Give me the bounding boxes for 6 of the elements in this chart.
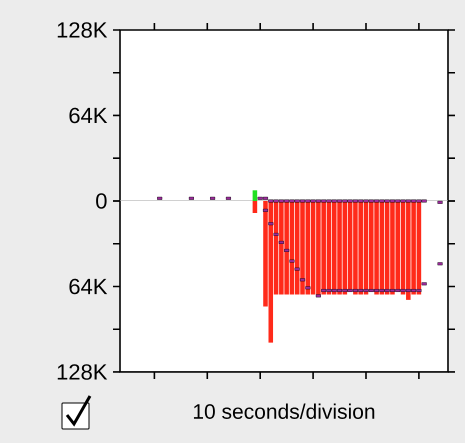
y-tick-label: 0 [96,193,107,209]
x-axis-title: 10 seconds/division [194,404,374,419]
y-tick-label: 64K [69,108,108,124]
y-tick-label: 128K [58,364,108,380]
y-tick-label: 128K [58,22,108,38]
y-tick-label: 64K [69,278,108,294]
